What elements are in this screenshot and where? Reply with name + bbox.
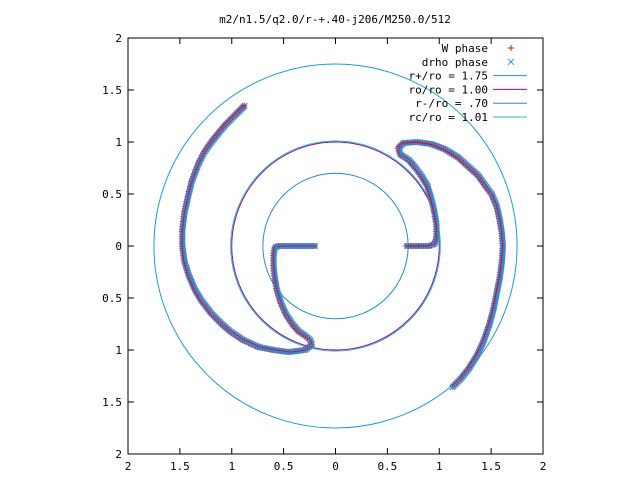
legend-x-marker [507, 58, 515, 66]
legend-label: rc/ro = 1.01 [409, 111, 488, 124]
y-tick-label: 2 [115, 32, 122, 45]
y-tick-label: 1.5 [102, 396, 122, 409]
reference-circles [153, 63, 518, 429]
circle-1 [153, 63, 518, 429]
legend-plus-marker [508, 45, 514, 51]
x-tick-label: 1 [436, 460, 443, 473]
circle-4 [230, 140, 441, 352]
axis-ticks: 2 1.5 1 0.5 0 0.5 1 1.5 221.510.500.511.52 [102, 32, 546, 473]
legend-label: drho phase [422, 56, 488, 69]
chart-title: m2/n1.5/q2.0/r-+.40-j206/M250.0/512 [219, 13, 451, 26]
w-point [241, 102, 248, 109]
x-tick-label: 0.5 [274, 460, 294, 473]
legend-label: r+/ro = 1.75 [409, 70, 488, 83]
legend-label: W phase [442, 42, 488, 55]
legend-label: r-/ro = .70 [415, 97, 488, 110]
y-tick-label: 0.5 [102, 292, 122, 305]
x-tick-label: 2 [125, 460, 132, 473]
x-tick-label: 0.5 [377, 460, 397, 473]
x-tick-label: 1 [228, 460, 235, 473]
legend-label: ro/ro = 1.00 [409, 83, 488, 96]
x-tick-label: 1.5 [170, 460, 190, 473]
circle-2 [231, 141, 440, 351]
y-tick-label: 1.5 [102, 84, 122, 97]
x-tick-label: 0 [332, 460, 339, 473]
y-tick-label: 1 [115, 136, 122, 149]
drho-point [449, 384, 456, 391]
y-tick-label: 2 [115, 448, 122, 461]
x-tick-label: 1.5 [481, 460, 501, 473]
phase-points [178, 102, 507, 391]
y-tick-label: 0.5 [102, 188, 122, 201]
x-tick-label: 2 [540, 460, 547, 473]
y-tick-label: 1 [115, 344, 122, 357]
y-tick-label: 0 [115, 240, 122, 253]
